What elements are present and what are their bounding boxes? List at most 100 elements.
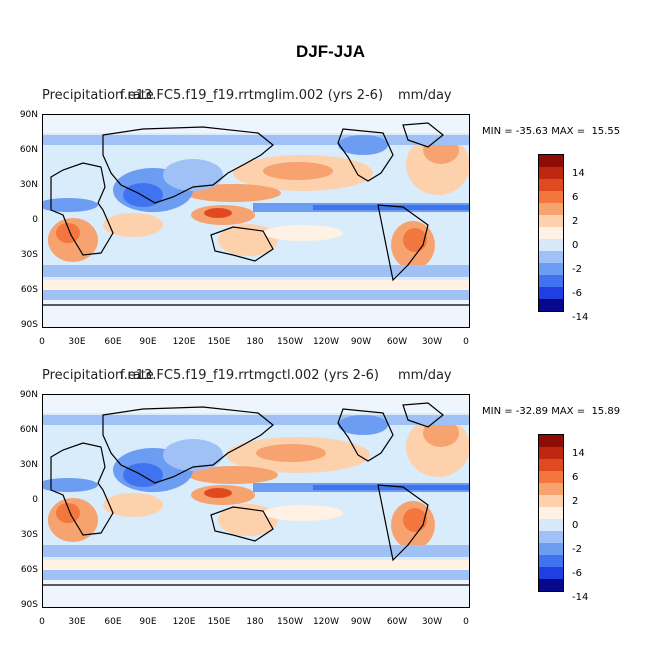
lat-label: 60S	[20, 285, 38, 295]
field-spcz	[263, 505, 343, 521]
lon-label: 0	[39, 337, 45, 347]
map-panel-top: Precipitation rate f.e13.FC5.f19_f19.rrt…	[0, 86, 661, 366]
field-itcz-core	[313, 205, 469, 210]
field-nh-track	[43, 415, 469, 425]
colorbar-label: 6	[572, 472, 579, 483]
field-so-blue2	[43, 290, 469, 300]
lon-label: 120W	[312, 337, 340, 347]
lat-label: 0	[32, 215, 38, 225]
lon-label: 0	[463, 337, 469, 347]
colorbar-swatch	[539, 543, 563, 555]
lon-label: 120W	[312, 617, 340, 627]
field-indian-south	[103, 493, 163, 517]
lon-label: 90E	[139, 617, 157, 627]
colorbar-swatch	[539, 447, 563, 459]
field-south-africa-core	[56, 503, 80, 523]
field-africa-sahel	[43, 198, 98, 212]
field-antarctic	[43, 580, 469, 607]
map-panel-bottom: Precipitation rate f.e13.FC5.f19_f19.rrt…	[0, 366, 661, 646]
colorbar-swatch	[539, 155, 563, 167]
lat-label: 60N	[19, 425, 38, 435]
minmax-text: MIN = -35.63 MAX = 15.55	[482, 126, 621, 137]
colorbar	[538, 154, 564, 312]
lat-label: 90N	[19, 110, 38, 120]
field-asia-monsoon	[163, 439, 223, 471]
colorbar-swatch	[539, 239, 563, 251]
field-south-america-core	[403, 508, 427, 532]
colorbar-label: -6	[572, 568, 582, 579]
panel-case-title: f.e13.FC5.f19_f19.rrtmglim.002 (yrs 2-6)	[120, 88, 384, 103]
lon-label: 60W	[386, 337, 408, 347]
colorbar-label: -6	[572, 288, 582, 299]
field-asia-monsoon	[163, 159, 223, 191]
lon-label: 120E	[172, 337, 196, 347]
lon-label: 180	[246, 337, 264, 347]
colorbar-swatch	[539, 203, 563, 215]
panel-variable-title: Precipitation rate	[42, 368, 154, 383]
colorbar-swatch	[539, 459, 563, 471]
field-npac-core	[263, 162, 333, 180]
field-africa-sahel	[43, 478, 98, 492]
colorbar-label: 2	[572, 216, 579, 227]
colorbar-swatch	[539, 251, 563, 263]
colorbar-swatch	[539, 263, 563, 275]
lat-label: 0	[32, 495, 38, 505]
lon-label: 60E	[104, 337, 122, 347]
map-field	[43, 115, 469, 327]
minmax-text: MIN = -32.89 MAX = 15.89	[482, 406, 621, 417]
colorbar-swatch	[539, 191, 563, 203]
colorbar-label: 0	[572, 520, 579, 531]
colorbar-label: 14	[572, 448, 585, 459]
colorbar-swatch	[539, 483, 563, 495]
field-wpac-arc	[188, 466, 278, 484]
lat-label: 90N	[19, 390, 38, 400]
colorbar-swatch	[539, 275, 563, 287]
field-indo-core	[204, 488, 232, 498]
colorbar-label: 6	[572, 192, 579, 203]
colorbar-swatch	[539, 555, 563, 567]
field-so-blue	[43, 545, 469, 557]
lat-label: 90S	[20, 600, 38, 610]
colorbar-swatch	[539, 579, 563, 591]
lon-label: 90W	[350, 617, 372, 627]
colorbar-label: 2	[572, 496, 579, 507]
field-nw-pacific	[338, 135, 388, 155]
colorbar-swatch	[539, 227, 563, 239]
lon-label: 30E	[68, 337, 86, 347]
panel-variable-title: Precipitation rate	[42, 88, 154, 103]
coastlines	[43, 122, 469, 306]
field-south-america-core	[403, 228, 427, 252]
map-field	[43, 395, 469, 607]
lon-label: 30W	[421, 617, 443, 627]
field-indian-core	[123, 463, 163, 487]
colorbar-swatch	[539, 531, 563, 543]
field-indian-core	[123, 183, 163, 207]
lat-label: 60S	[20, 565, 38, 575]
field-npac-core	[256, 444, 326, 462]
colorbar-swatch	[539, 215, 563, 227]
lat-label: 30N	[19, 460, 38, 470]
field-indo-core	[204, 208, 232, 218]
field-itcz-core	[313, 485, 469, 490]
colorbar-label: -14	[572, 312, 589, 323]
lat-label: 30N	[19, 180, 38, 190]
colorbar-label: -2	[572, 264, 582, 275]
lon-label: 150W	[276, 337, 304, 347]
colorbar-swatch	[539, 179, 563, 191]
lat-label: 90S	[20, 320, 38, 330]
colorbar-swatch	[539, 519, 563, 531]
precip-map	[42, 114, 470, 328]
lon-label: 150E	[207, 617, 231, 627]
panel-case-title: f.e13.FC5.f19_f19.rrtmgctl.002 (yrs 2-6)	[120, 368, 379, 383]
lon-label: 150E	[207, 337, 231, 347]
colorbar-label: -2	[572, 544, 582, 555]
colorbar-swatch	[539, 435, 563, 447]
field-nw-pacific	[338, 415, 388, 435]
lon-label: 30W	[421, 337, 443, 347]
colorbar-swatch	[539, 299, 563, 311]
field-so-blue2	[43, 570, 469, 580]
lon-label: 180	[246, 617, 264, 627]
colorbar-swatch	[539, 167, 563, 179]
colorbar-label: 0	[572, 240, 579, 251]
field-so-blue	[43, 265, 469, 277]
